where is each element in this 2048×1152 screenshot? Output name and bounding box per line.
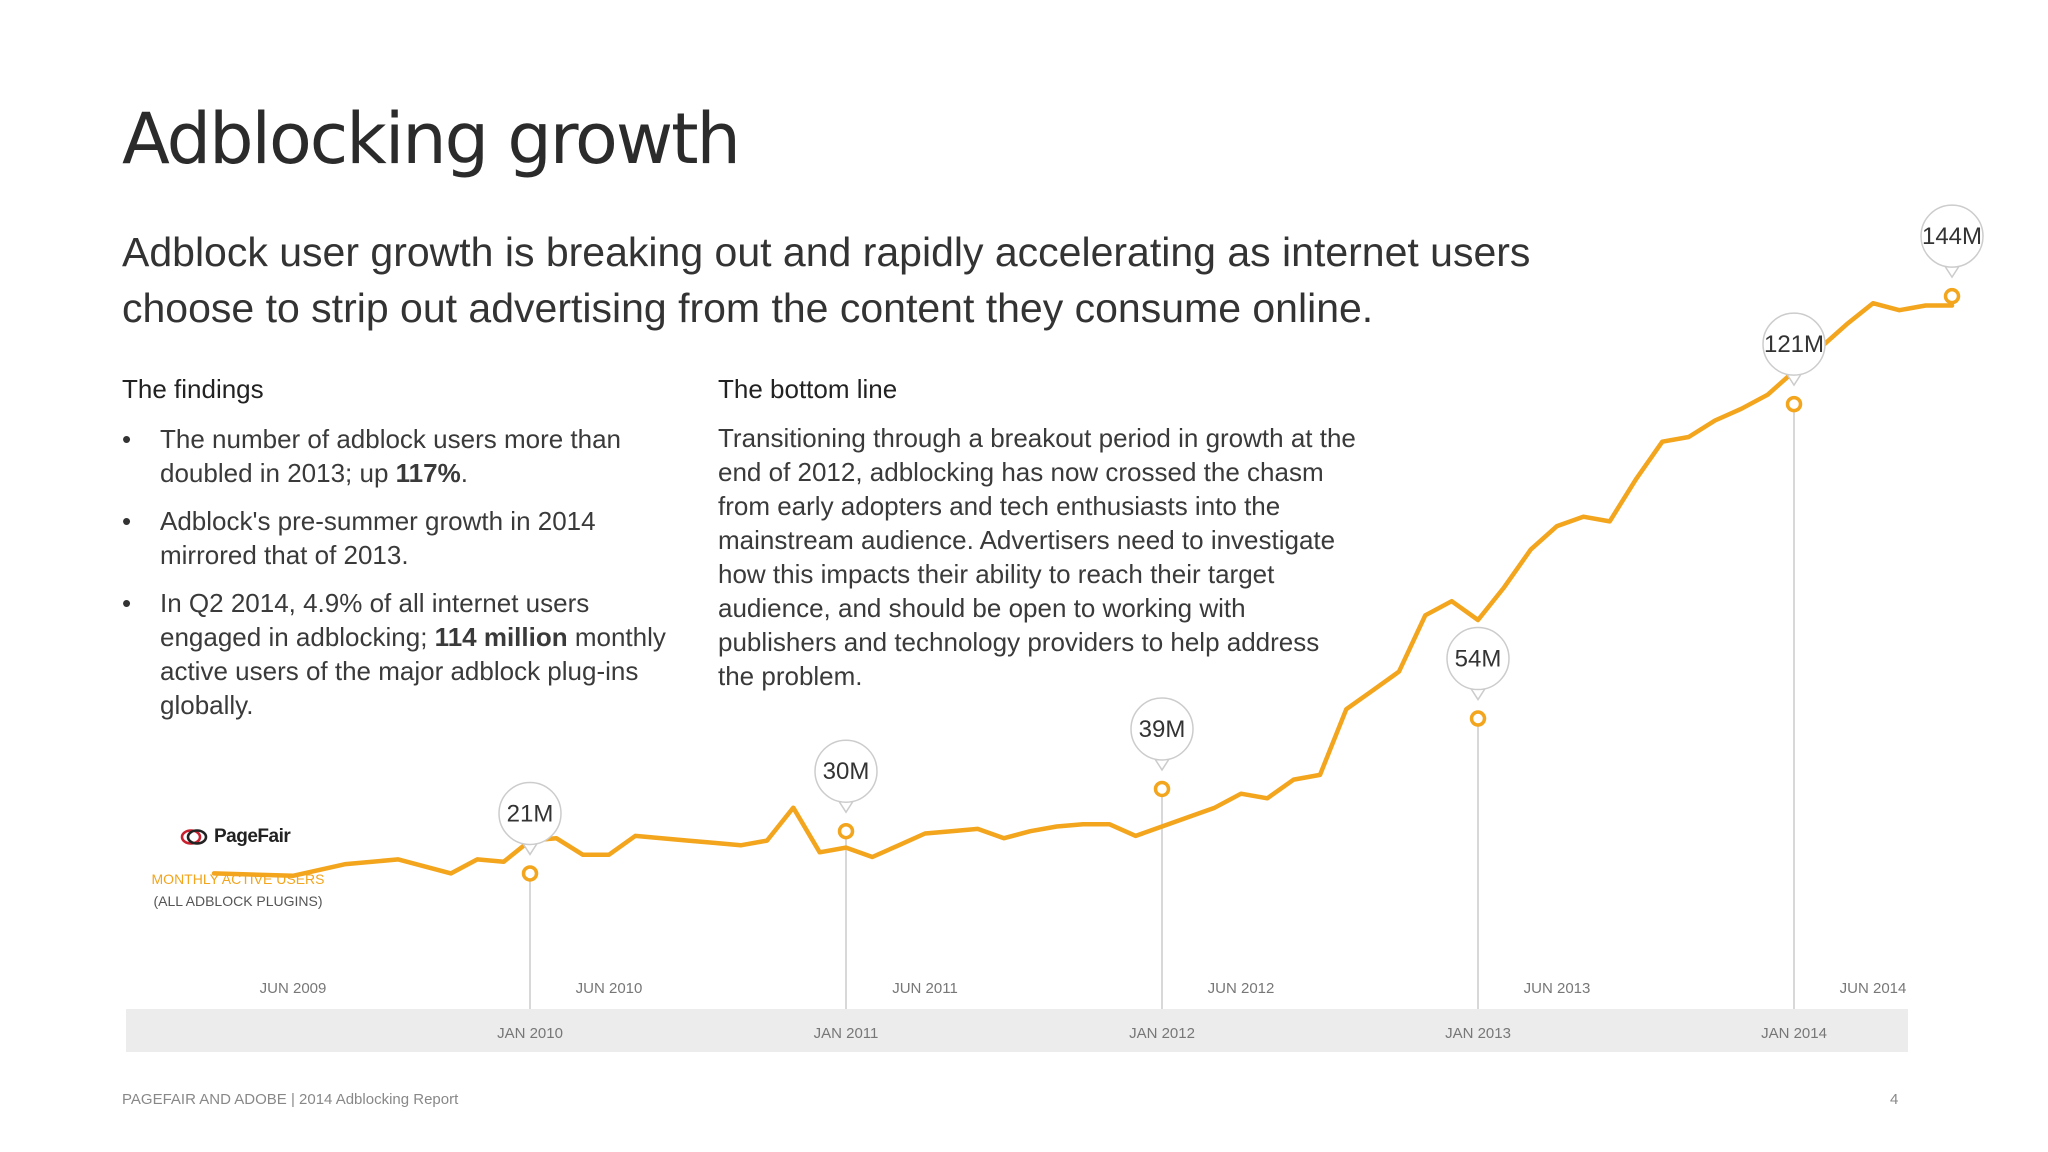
- page-title: Adblocking growth: [122, 98, 741, 180]
- x-tick-label: JAN 2012: [1129, 1025, 1195, 1042]
- data-label: 21M: [507, 800, 554, 827]
- x-tick-label: JAN 2013: [1445, 1025, 1511, 1042]
- data-line-series: [211, 300, 1955, 879]
- data-label: 54M: [1455, 646, 1502, 673]
- data-point: [837, 822, 855, 840]
- data-point: [1785, 395, 1803, 413]
- findings-list: The number of adblock users more than do…: [122, 422, 682, 736]
- callout-bubble: [498, 781, 562, 846]
- findings-heading: The findings: [122, 374, 264, 404]
- x-tick-label: JAN 2010: [497, 1025, 563, 1042]
- brand-name: PageFair: [214, 826, 291, 847]
- data-label: 121M: [1764, 331, 1824, 358]
- finding-text: The number of adblock users more than do…: [160, 424, 622, 488]
- footer-text: PAGEFAIR AND ADOBE | 2014 Adblocking Rep…: [122, 1091, 459, 1108]
- finding-item: Adblock's pre-summer growth in 2014 mirr…: [122, 504, 682, 572]
- x-tick-label: JUN 2009: [260, 980, 327, 997]
- data-point: [1943, 287, 1961, 305]
- finding-text: monthly active users of the major adbloc…: [160, 622, 666, 720]
- x-tick-label: JUN 2014: [1840, 980, 1907, 997]
- data-label: 30M: [823, 758, 870, 785]
- data-label: 144M: [1922, 223, 1982, 250]
- finding-item: The number of adblock users more than do…: [122, 422, 682, 490]
- callout-bubble: [1920, 204, 1984, 268]
- data-label: 39M: [1139, 716, 1186, 743]
- callout-bubble: [1762, 312, 1826, 376]
- finding-highlight: 117%: [395, 458, 461, 488]
- x-tick-label: JAN 2011: [814, 1025, 879, 1042]
- pagefair-logo-icon: [180, 829, 208, 845]
- series-label: MONTHLY ACTIVE USERS: [151, 871, 325, 887]
- x-tick-label: JUN 2012: [1208, 980, 1275, 997]
- series-sublabel: (ALL ADBLOCK PLUGINS): [153, 893, 323, 909]
- x-tick-label: JAN 2014: [1761, 1025, 1827, 1042]
- finding-highlight: 114 million: [434, 622, 568, 652]
- page-number: 4: [1890, 1091, 1899, 1108]
- page-subtitle: Adblock user growth is breaking out and …: [122, 229, 1531, 331]
- bottom-line-heading: The bottom line: [718, 374, 898, 404]
- x-tick-label: JUN 2011: [892, 980, 958, 997]
- x-axis-band: [126, 1009, 1908, 1052]
- callout-bubble: [1446, 626, 1510, 691]
- data-point: [521, 865, 539, 882]
- finding-text: .: [460, 458, 468, 488]
- finding-text: Adblock's pre-summer growth in 2014 mirr…: [160, 506, 596, 570]
- x-tick-label: JUN 2010: [576, 980, 643, 997]
- finding-item: In Q2 2014, 4.9% of all internet users e…: [122, 586, 682, 722]
- finding-text: In Q2 2014, 4.9% of all internet users e…: [160, 588, 590, 652]
- data-point: [1153, 780, 1171, 798]
- data-point: [1469, 710, 1487, 727]
- x-tick-label: JUN 2013: [1524, 980, 1591, 997]
- bottom-line-text: Transitioning through a breakout period …: [718, 423, 1356, 691]
- pagefair-logo: PageFair: [180, 826, 291, 848]
- callout-bubble: [814, 739, 878, 803]
- callout-bubble: [1130, 697, 1194, 761]
